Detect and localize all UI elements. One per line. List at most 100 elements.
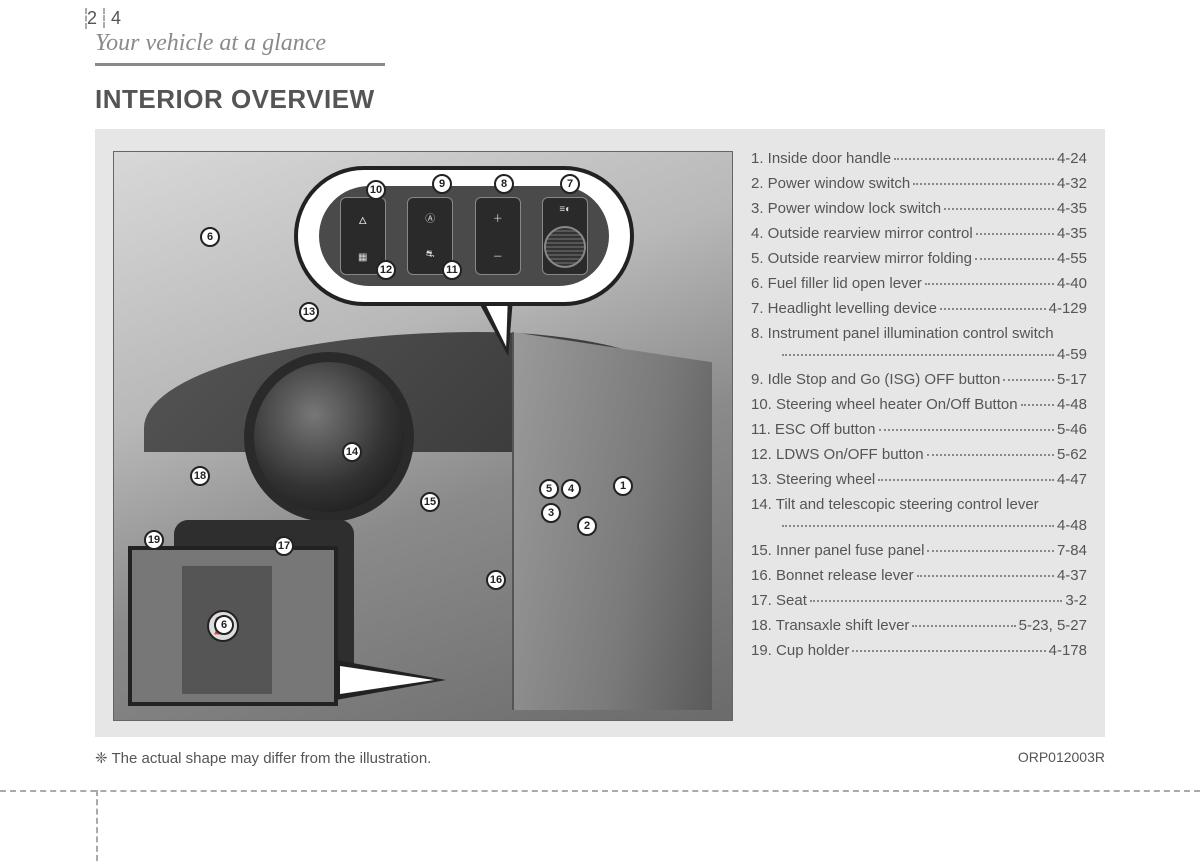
legend-leader-dots bbox=[944, 208, 1054, 210]
legend-row-16: 16. Bonnet release lever 4-37 bbox=[751, 568, 1087, 583]
legend-leader-dots bbox=[1021, 404, 1054, 406]
marker-5: 5 bbox=[539, 479, 559, 499]
legend-row-14: 14. Tilt and telescopic steering control… bbox=[751, 497, 1087, 533]
legend-label: 10. Steering wheel heater On/Off Button bbox=[751, 397, 1018, 412]
legend-leader-dots bbox=[927, 454, 1054, 456]
marker-8: 8 bbox=[494, 174, 514, 194]
page-number: 24 bbox=[85, 8, 216, 29]
legend-page-ref: 4-47 bbox=[1057, 472, 1087, 487]
legend-label: 11. ESC Off button bbox=[751, 422, 876, 437]
legend-row-3: 3. Power window lock switch 4-35 bbox=[751, 201, 1087, 216]
content-panel: 🜂▦ Ⓐ⛐ ＋－ ≡◐ ⛽ 6 123456789101112131415161… bbox=[95, 129, 1105, 737]
page-page-num: 4 bbox=[105, 0, 216, 28]
legend-row-17: 17. Seat 3-2 bbox=[751, 593, 1087, 608]
legend-leader-dots bbox=[940, 308, 1046, 310]
marker-16: 16 bbox=[486, 570, 506, 590]
legend-row-19: 19. Cup holder 4-178 bbox=[751, 643, 1087, 658]
legend-page-ref: 4-24 bbox=[1057, 151, 1087, 166]
marker-18: 18 bbox=[190, 466, 210, 486]
legend-row-12: 12. LDWS On/OFF button 5-62 bbox=[751, 447, 1087, 462]
legend-page-ref: 5-23, 5-27 bbox=[1019, 618, 1087, 633]
marker-12: 12 bbox=[376, 260, 396, 280]
legend-row-5: 5. Outside rearview mirror folding 4-55 bbox=[751, 251, 1087, 266]
legend-row-15: 15. Inner panel fuse panel 7-84 bbox=[751, 543, 1087, 558]
legend-row-13: 13. Steering wheel 4-47 bbox=[751, 472, 1087, 487]
running-head: Your vehicle at a glance bbox=[95, 30, 385, 66]
legend-label: 7. Headlight levelling device bbox=[751, 301, 937, 316]
legend-label: 19. Cup holder bbox=[751, 643, 849, 658]
marker-4: 4 bbox=[561, 479, 581, 499]
legend-label: 1. Inside door handle bbox=[751, 151, 891, 166]
legend-label: 17. Seat bbox=[751, 593, 807, 608]
legend-leader-dots bbox=[976, 233, 1054, 235]
marker-7: 7 bbox=[560, 174, 580, 194]
legend-row-18: 18. Transaxle shift lever 5-23, 5-27 bbox=[751, 618, 1087, 633]
marker-14: 14 bbox=[342, 442, 362, 462]
page-footer-rule bbox=[0, 790, 1200, 792]
figure-code: ORP012003R bbox=[1018, 749, 1105, 765]
legend-leader-dots bbox=[927, 550, 1054, 552]
legend-leader-dots bbox=[782, 525, 1054, 527]
legend-label: 4. Outside rearview mirror control bbox=[751, 226, 973, 241]
legend-leader-dots bbox=[879, 429, 1054, 431]
legend-page-ref: 4-32 bbox=[1057, 176, 1087, 191]
legend-label: 12. LDWS On/OFF button bbox=[751, 447, 924, 462]
legend-page-ref: 3-2 bbox=[1065, 593, 1087, 608]
inset-marker-6: 6 bbox=[214, 615, 234, 635]
legend-leader-dots bbox=[852, 650, 1045, 652]
legend-page-ref: 5-62 bbox=[1057, 447, 1087, 462]
interior-illustration: 🜂▦ Ⓐ⛐ ＋－ ≡◐ ⛽ 6 123456789101112131415161… bbox=[113, 151, 733, 721]
legend-label: 18. Transaxle shift lever bbox=[751, 618, 909, 633]
legend-leader-dots bbox=[810, 600, 1062, 602]
legend-page-ref: 4-35 bbox=[1057, 201, 1087, 216]
legend-leader-dots bbox=[878, 479, 1054, 481]
legend-leader-dots bbox=[917, 575, 1054, 577]
legend-leader-dots bbox=[894, 158, 1054, 160]
marker-15: 15 bbox=[420, 492, 440, 512]
legend-label: 8. Instrument panel illumination control… bbox=[751, 326, 1087, 341]
footer-vertical-rule bbox=[96, 790, 98, 861]
legend-page-ref: 4-59 bbox=[1057, 347, 1087, 362]
legend-leader-dots bbox=[913, 183, 1054, 185]
headlight-dial bbox=[544, 226, 586, 268]
legend-page-ref: 4-35 bbox=[1057, 226, 1087, 241]
fuel-lever-inset: ⛽ 6 bbox=[128, 546, 338, 706]
legend-row-11: 11. ESC Off button 5-46 bbox=[751, 422, 1087, 437]
door-panel-shape bbox=[512, 332, 712, 710]
legend-leader-dots bbox=[782, 354, 1054, 356]
switch-panel: 🜂▦ Ⓐ⛐ ＋－ ≡◐ bbox=[319, 186, 609, 286]
legend-label: 6. Fuel filler lid open lever bbox=[751, 276, 922, 291]
legend-label: 5. Outside rearview mirror folding bbox=[751, 251, 972, 266]
marker-6: 6 bbox=[200, 227, 220, 247]
switch-illumination: ＋－ bbox=[475, 197, 521, 275]
legend-page-ref: 4-48 bbox=[1057, 518, 1087, 533]
steering-wheel-shape bbox=[244, 352, 414, 522]
footnote: ❈ The actual shape may differ from the i… bbox=[95, 749, 1105, 767]
legend-label: 15. Inner panel fuse panel bbox=[751, 543, 924, 558]
legend-page-ref: 4-40 bbox=[1057, 276, 1087, 291]
switch-headlight-level: ≡◐ bbox=[542, 197, 588, 275]
switch-panel-callout: 🜂▦ Ⓐ⛐ ＋－ ≡◐ bbox=[294, 166, 634, 306]
legend-label: 2. Power window switch bbox=[751, 176, 910, 191]
legend-row-9: 9. Idle Stop and Go (ISG) OFF button 5-1… bbox=[751, 372, 1087, 387]
legend-label: 3. Power window lock switch bbox=[751, 201, 941, 216]
legend-page-ref: 5-17 bbox=[1057, 372, 1087, 387]
legend-list: 1. Inside door handle 4-24 2. Power windo… bbox=[751, 151, 1087, 721]
marker-19: 19 bbox=[144, 530, 164, 550]
legend-leader-dots bbox=[912, 625, 1015, 627]
legend-row-2: 2. Power window switch 4-32 bbox=[751, 176, 1087, 191]
legend-page-ref: 4-48 bbox=[1057, 397, 1087, 412]
marker-10: 10 bbox=[366, 180, 386, 200]
marker-1: 1 bbox=[613, 476, 633, 496]
legend-label: 16. Bonnet release lever bbox=[751, 568, 914, 583]
legend-row-10: 10. Steering wheel heater On/Off Button … bbox=[751, 397, 1087, 412]
legend-row-7: 7. Headlight levelling device 4-129 bbox=[751, 301, 1087, 316]
legend-row-6: 6. Fuel filler lid open lever 4-40 bbox=[751, 276, 1087, 291]
legend-page-ref: 4-55 bbox=[1057, 251, 1087, 266]
page-section-num: 2 bbox=[87, 8, 105, 28]
legend-page-ref: 5-46 bbox=[1057, 422, 1087, 437]
marker-17: 17 bbox=[274, 536, 294, 556]
section-title: INTERIOR OVERVIEW bbox=[95, 84, 1105, 115]
legend-page-ref: 4-129 bbox=[1049, 301, 1087, 316]
marker-3: 3 bbox=[541, 503, 561, 523]
